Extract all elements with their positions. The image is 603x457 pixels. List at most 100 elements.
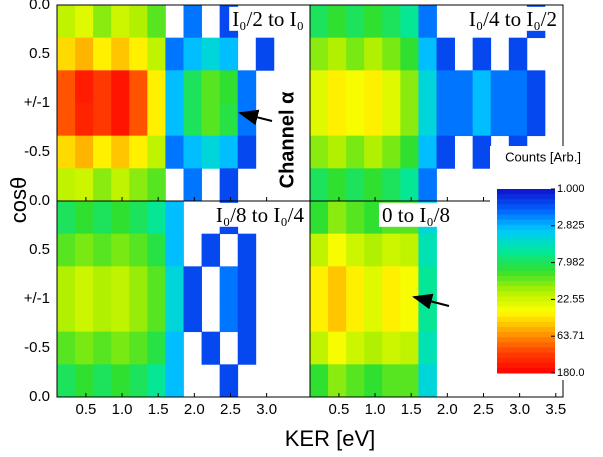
heat-cell <box>328 168 347 202</box>
heat-cell <box>111 5 130 39</box>
heat-cell <box>490 70 510 104</box>
heat-cell <box>508 103 528 137</box>
heat-cell <box>147 201 166 235</box>
heat-cell <box>93 299 112 333</box>
annotation-arrow <box>238 109 273 126</box>
heat-cell <box>219 266 239 300</box>
colorbar-step <box>497 332 555 338</box>
colorbar-step <box>497 367 555 374</box>
heat-cell <box>310 37 329 71</box>
heat-cell <box>346 70 365 104</box>
heat-cell <box>436 70 455 104</box>
y-tick-label: 0.5 <box>29 241 50 258</box>
colorbar-tick-label: 1.000 <box>557 183 585 195</box>
heat-cell <box>75 266 94 300</box>
title-bg <box>379 202 453 227</box>
x-tick-label: 1.0 <box>365 401 386 418</box>
colorbar-step <box>497 260 555 267</box>
heat-cell <box>147 135 166 169</box>
heat-cell <box>400 37 419 71</box>
heat-cell <box>165 37 184 71</box>
heat-cell <box>165 233 184 267</box>
x-tick-label: 2.5 <box>220 401 241 418</box>
heat-cell <box>310 5 329 39</box>
heat-cell <box>129 331 148 365</box>
heat-cell <box>400 233 419 267</box>
colorbar-step <box>497 250 555 256</box>
heat-cell <box>418 331 437 365</box>
colorbar-label: Counts [Arb.] <box>505 149 581 164</box>
heat-cell <box>57 37 76 71</box>
heat-cell <box>382 233 401 267</box>
heat-cell <box>75 5 94 39</box>
heat-cell <box>418 364 437 398</box>
heat-cell <box>310 201 329 235</box>
heat-cell <box>364 5 383 39</box>
heat-cell <box>183 103 202 137</box>
x-tick-label: 0.5 <box>328 401 349 418</box>
heat-cell <box>93 364 112 398</box>
heat-cell <box>147 233 166 267</box>
heat-cell <box>165 103 184 137</box>
heat-cell <box>183 37 202 71</box>
heat-cell <box>346 103 365 137</box>
colorbar-step <box>497 352 555 359</box>
colorbar-step <box>497 199 555 205</box>
heat-cell <box>526 70 546 104</box>
heat-cell <box>310 168 329 202</box>
heat-cell <box>382 103 401 137</box>
colorbar-step <box>497 255 555 262</box>
heat-cell <box>328 70 347 104</box>
y-tick-label: 0.0 <box>29 388 50 405</box>
heat-cell <box>147 299 166 333</box>
heat-cell <box>454 103 474 137</box>
colorbar-step <box>497 281 555 287</box>
heat-cell <box>147 331 166 365</box>
colorbar-step <box>497 194 555 200</box>
heat-cell <box>165 331 184 365</box>
colorbar-step <box>497 219 555 226</box>
heat-cell <box>165 266 184 300</box>
heat-cell <box>147 266 166 300</box>
heat-cell <box>165 201 184 235</box>
heat-cell <box>364 103 383 137</box>
colorbar-step <box>497 321 555 328</box>
heat-cell <box>328 233 347 267</box>
colorbar-step <box>497 327 555 333</box>
heat-cell <box>472 135 492 169</box>
heat-cell <box>364 331 383 365</box>
heat-cell <box>346 201 365 235</box>
heat-cell <box>400 168 419 202</box>
heat-cell <box>183 168 202 202</box>
heat-cell <box>219 37 239 71</box>
heat-cell <box>57 331 76 365</box>
heat-cell <box>508 37 528 71</box>
colorbar-step <box>497 275 555 282</box>
colorbar-step <box>497 311 555 318</box>
heat-cell <box>310 266 329 300</box>
heat-cell <box>364 299 383 333</box>
panel-title: 0 to I₀/8 <box>382 203 450 227</box>
heat-cell <box>75 331 94 365</box>
heat-cell <box>454 70 474 104</box>
heat-cell <box>111 331 130 365</box>
y-tick-label: 0.0 <box>29 0 50 13</box>
colorbar-step <box>497 291 555 297</box>
heat-cell <box>418 168 437 202</box>
heat-cell <box>382 266 401 300</box>
colorbar-step <box>497 229 555 236</box>
colorbar-step <box>497 235 555 241</box>
panel-title: I₀/2 to I₀ <box>232 7 304 31</box>
heat-cell <box>400 266 419 300</box>
heat-cell <box>237 135 257 169</box>
heat-cell <box>400 135 419 169</box>
heat-cell <box>237 103 257 137</box>
heat-cell <box>165 135 184 169</box>
heat-cell <box>219 70 239 104</box>
heat-cell <box>436 37 455 71</box>
heat-cell <box>201 103 221 137</box>
heat-cell <box>57 103 76 137</box>
heat-cell <box>111 103 130 137</box>
colorbar-step <box>497 189 555 195</box>
heat-cell <box>418 299 437 333</box>
